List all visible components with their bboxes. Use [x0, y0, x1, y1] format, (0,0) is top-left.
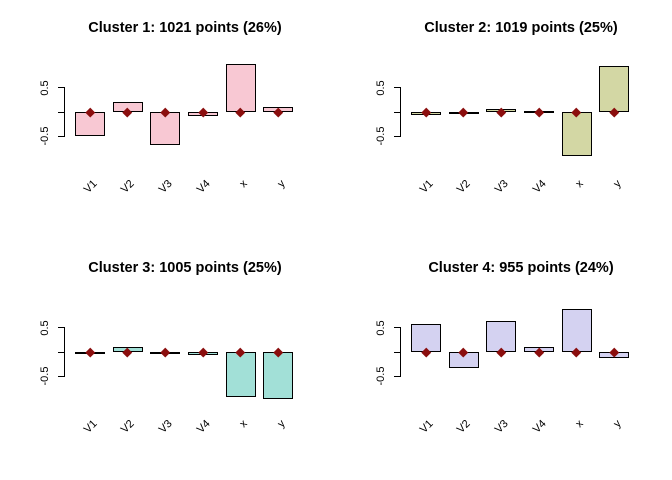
- cluster-2-panel: Cluster 2: 1019 points (25%) 0.5 -0.5 V1 V2…: [336, 0, 672, 240]
- y-tick-label: 0.5: [39, 320, 51, 336]
- cluster-3-title: Cluster 3: 1005 points (25%): [88, 260, 282, 276]
- y-tick: [394, 351, 401, 353]
- x-category-label: V2: [118, 417, 137, 436]
- cluster-3-barplot: 0.5 -0.5 V1 V2 V3 V4 x y: [0, 240, 336, 480]
- y-tick: [394, 87, 401, 89]
- mean-diamond-V4: [534, 107, 544, 117]
- x-category-label: y: [275, 417, 288, 431]
- x-category-label: V3: [492, 177, 511, 196]
- bar-x: [225, 352, 256, 398]
- x-category-label: x: [237, 417, 250, 431]
- cluster-4-title: Cluster 4: 955 points (24%): [428, 260, 614, 276]
- x-category-label: V3: [492, 417, 511, 436]
- bar-x: [225, 64, 256, 112]
- y-tick: [58, 327, 65, 329]
- y-tick-label: -0.5: [375, 126, 387, 146]
- cluster-2-barplot: 0.5 -0.5 V1 V2 V3 V4 x y: [336, 0, 672, 240]
- cluster-1-title: Cluster 1: 1021 points (26%): [88, 20, 282, 36]
- y-tick: [58, 87, 65, 89]
- mean-diamond-V1: [85, 347, 95, 357]
- y-tick: [58, 111, 65, 113]
- x-category-label: V4: [530, 417, 549, 436]
- x-category-label: V1: [81, 177, 100, 196]
- cluster-4-barplot: 0.5 -0.5 V1 V2 V3 V4 x y: [336, 240, 672, 480]
- cluster-1-barplot: 0.5 -0.5 V1 V2 V3 V4 x y: [0, 0, 336, 240]
- y-tick-label: 0.5: [39, 80, 51, 96]
- bar-V1: [411, 323, 441, 352]
- cluster-2-title: Cluster 2: 1019 points (25%): [424, 20, 618, 36]
- x-category-label: V4: [194, 177, 213, 196]
- bar-y: [599, 66, 630, 112]
- y-tick: [394, 375, 401, 377]
- bar-x: [561, 308, 592, 352]
- bar-x: [561, 112, 592, 157]
- x-category-label: V2: [118, 177, 137, 196]
- y-tick-label: 0.5: [375, 320, 387, 336]
- mean-diamond-V2: [459, 107, 469, 117]
- x-category-label: V3: [156, 417, 175, 436]
- y-tick-label: 0.5: [375, 80, 387, 96]
- y-tick: [58, 351, 65, 353]
- x-category-label: V3: [156, 177, 175, 196]
- x-category-label: V2: [454, 417, 473, 436]
- x-category-label: y: [275, 177, 288, 191]
- y-tick: [394, 111, 401, 113]
- x-category-label: V2: [454, 177, 473, 196]
- x-category-label: y: [611, 417, 624, 431]
- x-category-label: V1: [417, 417, 436, 436]
- y-tick: [394, 135, 401, 137]
- y-tick: [394, 327, 401, 329]
- y-tick-label: -0.5: [375, 366, 387, 386]
- cluster-1-panel: Cluster 1: 1021 points (26%) 0.5 -0.5 V1 V2…: [0, 0, 336, 240]
- x-category-label: y: [611, 177, 624, 191]
- bar-V3: [486, 320, 517, 352]
- x-category-label: x: [573, 417, 586, 431]
- cluster-4-panel: Cluster 4: 955 points (24%) 0.5 -0.5 V1 V2 V…: [336, 240, 672, 480]
- mean-diamond-V3: [160, 347, 170, 357]
- y-tick: [58, 375, 65, 377]
- cluster-3-panel: Cluster 3: 1005 points (25%) 0.5 -0.5 V1 V2…: [0, 240, 336, 480]
- x-category-label: x: [237, 177, 250, 191]
- bar-V3: [150, 112, 181, 145]
- x-category-label: V4: [194, 417, 213, 436]
- y-tick-label: -0.5: [39, 366, 51, 386]
- y-tick: [58, 135, 65, 137]
- y-tick-label: -0.5: [39, 126, 51, 146]
- x-category-label: x: [573, 177, 586, 191]
- x-category-label: V1: [417, 177, 436, 196]
- x-category-label: V1: [81, 417, 100, 436]
- bar-y: [263, 352, 294, 399]
- x-category-label: V4: [530, 177, 549, 196]
